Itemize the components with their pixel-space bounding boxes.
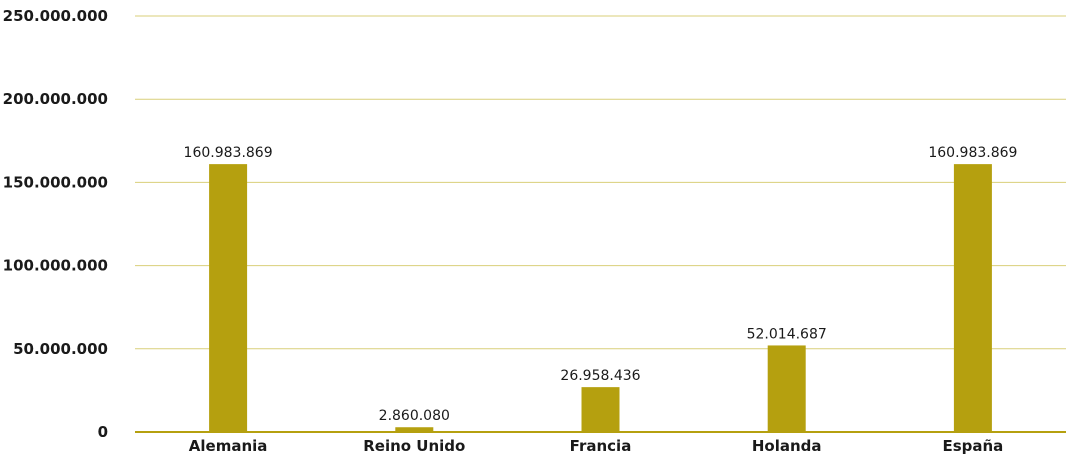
y-tick-label: 50.000.000	[13, 340, 108, 358]
x-tick-label: Holanda	[752, 437, 822, 455]
data-label: 52.014.687	[747, 326, 827, 342]
gridlines	[135, 15, 1066, 350]
x-axis-tick-labels: Alemania Reino Unido Francia Holanda España	[189, 437, 1004, 455]
bar	[581, 387, 620, 432]
bars	[209, 164, 992, 432]
data-labels: 160.983.869 2.860.080 26.958.436 52.014.687…	[184, 145, 1018, 424]
y-tick-label: 200.000.000	[3, 90, 108, 108]
y-axis-tick-labels: 0 50.000.000 100.000.000 150.000.000 200.000…	[3, 7, 108, 441]
x-tick-label: Alemania	[189, 437, 268, 455]
data-label: 160.983.869	[184, 145, 273, 161]
data-label: 2.860.080	[379, 408, 450, 424]
data-label: 26.958.436	[560, 368, 640, 384]
bar	[953, 164, 992, 432]
bar	[209, 164, 248, 432]
x-tick-label: España	[942, 437, 1003, 455]
x-tick-label: Francia	[570, 437, 632, 455]
data-label: 160.983.869	[928, 145, 1017, 161]
x-tick-label: Reino Unido	[363, 437, 465, 455]
y-tick-label: 0	[98, 423, 108, 441]
bar	[767, 345, 806, 432]
y-tick-label: 150.000.000	[3, 173, 108, 191]
bar	[395, 427, 434, 432]
y-tick-label: 100.000.000	[3, 257, 108, 275]
y-tick-label: 250.000.000	[3, 7, 108, 25]
